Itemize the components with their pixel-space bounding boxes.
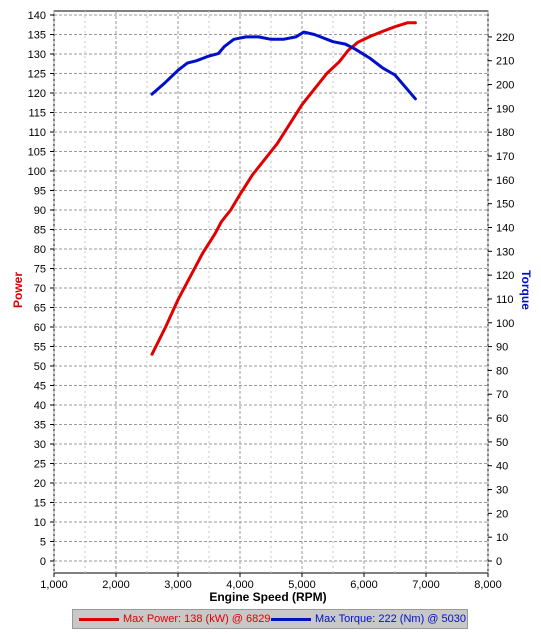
- y-left-tick-label: 15: [34, 498, 46, 510]
- y-right-tick-label: 50: [496, 437, 508, 449]
- y-right-tick-label: 190: [496, 103, 514, 115]
- x-tick-label: 2,000: [102, 579, 130, 591]
- y-right-tick-label: 90: [496, 342, 508, 354]
- y-right-tick-label: 210: [496, 56, 514, 68]
- y-left-tick-label: 115: [28, 108, 46, 120]
- y-right-tick-label: 170: [496, 151, 514, 163]
- x-tick-label: 3,000: [164, 579, 192, 591]
- y-left-tick-label: 50: [34, 361, 46, 373]
- y-right-tick-label: 0: [496, 556, 502, 568]
- y-right-tick-label: 30: [496, 485, 508, 497]
- y-right-tick-label: 80: [496, 365, 508, 377]
- y-left-tick-label: 80: [34, 244, 46, 256]
- y-left-tick-label: 100: [28, 166, 46, 178]
- y-left-tick-label: 140: [28, 10, 46, 22]
- y-left-tick-label: 105: [28, 147, 46, 159]
- x-tick-label: 1,000: [40, 579, 68, 591]
- y-right-tick-label: 10: [496, 532, 508, 544]
- y-right-tick-label: 140: [496, 222, 514, 234]
- y-left-tick-label: 95: [34, 186, 46, 198]
- y-right-tick-label: 150: [496, 199, 514, 211]
- y-right-tick-label: 120: [496, 270, 514, 282]
- y-left-tick-label: 35: [34, 420, 46, 432]
- legend-item-torque[interactable]: Max Torque: 222 (Nm) @ 5030: [271, 613, 466, 625]
- series-layer: [150, 21, 417, 356]
- grid-layer: [53, 11, 489, 573]
- y-right-tick-label: 180: [496, 127, 514, 139]
- y-left-tick-label: 90: [34, 205, 46, 217]
- y-right-tick-label: 20: [496, 508, 508, 520]
- y-right-tick-label: 220: [496, 32, 514, 44]
- x-tick-label: 5,000: [288, 579, 316, 591]
- y-left-tick-label: 30: [34, 439, 46, 451]
- x-tick-label: 6,000: [350, 579, 378, 591]
- power-swatch-icon: [79, 617, 119, 621]
- y-right-tick-label: 110: [496, 294, 514, 306]
- y-left-tick-label: 120: [28, 88, 46, 100]
- legend-label-torque: Max Torque: 222 (Nm) @ 5030: [315, 613, 466, 625]
- y-left-tick-label: 5: [40, 537, 46, 549]
- y-left-tick-label: 125: [28, 69, 46, 81]
- torque-series-line: [150, 30, 417, 101]
- y-left-tick-label: 75: [34, 264, 46, 276]
- y-left-tick-label: 85: [34, 225, 46, 237]
- y-left-tick-label: 60: [34, 322, 46, 334]
- x-tick-label: 7,000: [412, 579, 440, 591]
- ticks-layer: 1,000 2,000 3,000 4,000 5,000 6,000 7,000 8,000…: [28, 10, 515, 591]
- y-left-tick-label: 0: [40, 556, 46, 568]
- legend-item-power[interactable]: Max Power: 138 (kW) @ 6829: [79, 613, 271, 625]
- y-right-tick-label: 160: [496, 175, 514, 187]
- y-left-tick-label: 10: [34, 517, 46, 529]
- y-left-tick-label: 110: [28, 127, 46, 139]
- y-left-tick-label: 20: [34, 478, 46, 490]
- x-tick-label: 8,000: [474, 579, 502, 591]
- legend: Max Power: 138 (kW) @ 6829 Max Torque: 2…: [72, 609, 468, 629]
- y-right-tick-label: 130: [496, 246, 514, 258]
- y-right-tick-label: 40: [496, 461, 508, 473]
- y-left-tick-label: 70: [34, 283, 46, 295]
- y-left-tick-label: 40: [34, 400, 46, 412]
- y-right-tick-label: 70: [496, 389, 508, 401]
- x-axis-title: Engine Speed (RPM): [209, 590, 326, 604]
- y-left-tick-label: 55: [34, 342, 46, 354]
- x-tick-label: 4,000: [226, 579, 254, 591]
- y-left-tick-label: 25: [34, 459, 46, 471]
- y-axis-left-title: Power: [11, 272, 25, 308]
- y-right-tick-label: 100: [496, 318, 514, 330]
- y-left-tick-label: 130: [28, 49, 46, 61]
- y-axis-right-title: Torque: [519, 270, 533, 310]
- y-right-tick-label: 200: [496, 80, 514, 92]
- power-series-line: [150, 21, 417, 356]
- y-right-tick-label: 60: [496, 413, 508, 425]
- legend-label-power: Max Power: 138 (kW) @ 6829: [123, 613, 271, 625]
- y-left-tick-label: 65: [34, 303, 46, 315]
- torque-swatch-icon: [271, 617, 311, 621]
- y-left-tick-label: 45: [34, 381, 46, 393]
- y-left-tick-label: 135: [28, 30, 46, 42]
